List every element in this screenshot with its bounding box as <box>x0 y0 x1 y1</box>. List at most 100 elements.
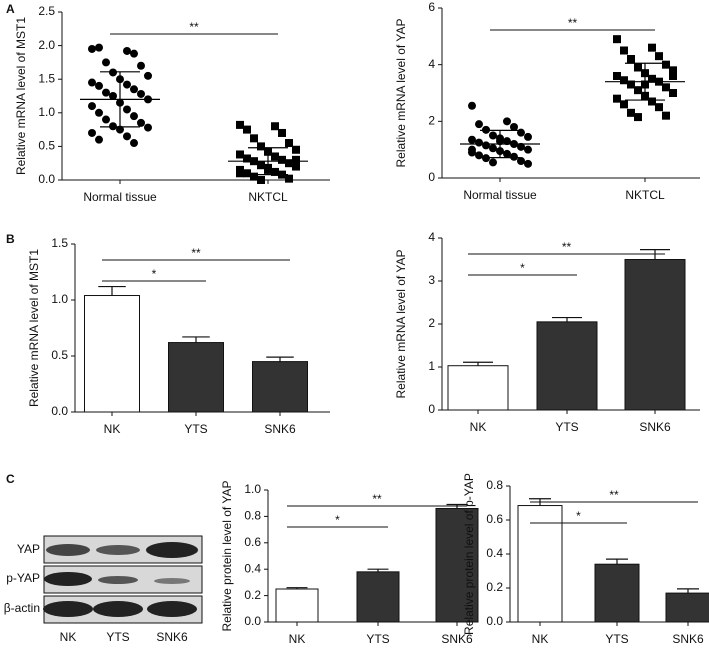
y-tick-label: 2 <box>428 316 435 330</box>
y-tick-label: 1 <box>428 359 435 373</box>
data-point <box>278 155 286 164</box>
bar <box>624 259 686 411</box>
x-tick-label: NK <box>470 420 487 434</box>
data-point <box>468 145 476 154</box>
blot-band <box>154 578 190 584</box>
x-tick-label: SNK6 <box>441 632 473 646</box>
blot-band <box>147 601 197 617</box>
y-tick-label: 0.5 <box>51 348 68 362</box>
data-point <box>292 145 300 154</box>
bar <box>252 361 308 413</box>
x-tick-label: NKTCL <box>248 190 288 204</box>
data-point <box>613 72 621 80</box>
data-point <box>662 83 670 92</box>
data-point <box>482 141 490 150</box>
bar <box>275 588 319 623</box>
x-tick-label: NK <box>289 632 306 646</box>
y-tick-label: 6 <box>428 0 435 14</box>
error-bar <box>266 356 294 362</box>
data-point <box>130 49 138 58</box>
significance-label: * <box>152 267 157 281</box>
y-tick-label: 1.5 <box>38 71 55 85</box>
data-point <box>620 46 628 55</box>
data-point <box>669 66 677 75</box>
data-point <box>257 142 265 151</box>
data-point <box>130 112 138 121</box>
data-point <box>95 135 103 144</box>
y-tick-label: 1.0 <box>38 105 55 119</box>
x-tick-label: SNK6 <box>639 420 671 434</box>
data-point <box>655 52 663 61</box>
panel-label: B <box>6 232 15 246</box>
y-axis-label: Relative protein level of YAP <box>220 481 234 632</box>
data-point <box>524 145 532 154</box>
blot-band <box>44 572 92 586</box>
data-point <box>137 89 145 98</box>
chart-panel: 0.0 0.5 1.0 1.5 2.0 2.5 Relative mRNA level of… <box>14 4 330 204</box>
data-point <box>634 113 642 122</box>
data-point <box>250 134 258 143</box>
data-point <box>655 103 663 112</box>
y-tick-label: 0.6 <box>244 535 261 549</box>
data-point <box>285 159 293 168</box>
significance-label: ** <box>568 16 578 30</box>
sd-bar <box>248 147 288 176</box>
data-point <box>271 152 279 161</box>
bar <box>536 321 598 411</box>
x-tick-label: Normal tissue <box>463 188 537 202</box>
data-point <box>524 132 532 141</box>
data-point <box>116 125 124 134</box>
data-point <box>662 111 670 120</box>
blot-lane-label: SNK6 <box>156 630 188 644</box>
y-tick-label: 2.5 <box>38 4 55 18</box>
data-point <box>489 144 497 153</box>
chart-panel: 0.0 0.2 0.4 0.6 0.8 1.0 Relative protein level… <box>220 481 479 646</box>
y-tick-label: 0.0 <box>38 172 55 186</box>
data-point <box>503 149 511 158</box>
significance-label: ** <box>609 488 619 502</box>
data-point <box>475 138 483 147</box>
data-point <box>489 158 497 167</box>
y-axis-label: Relative mRNA level of YAP <box>394 19 408 168</box>
sd-bar <box>480 129 520 159</box>
data-point <box>489 131 497 140</box>
chart-panel: 0 2 4 6 Relative mRNA level of YAP Normal tis… <box>394 0 700 202</box>
y-tick-label: 0.4 <box>486 546 503 560</box>
data-point <box>236 120 244 129</box>
y-tick-label: 4 <box>428 57 435 71</box>
significance-label: * <box>335 513 340 527</box>
data-point <box>123 80 131 89</box>
data-point <box>236 150 244 159</box>
blot-row-label: p-YAP <box>6 571 40 585</box>
y-tick-label: 2 <box>428 114 435 128</box>
y-axis-label: Relative protein level of p-YAP <box>462 473 476 635</box>
data-point <box>627 108 635 117</box>
bar <box>435 507 479 623</box>
data-point <box>109 68 117 77</box>
data-point <box>130 139 138 148</box>
y-tick-label: 0 <box>428 402 435 416</box>
bar <box>447 365 509 411</box>
data-point <box>648 97 656 106</box>
chart-panel: 0 1 2 3 4 Relative mRNA level of YAP NK YTS SNK6… <box>394 230 700 434</box>
data-point <box>669 89 677 97</box>
data-point <box>510 123 518 131</box>
y-tick-label: 1.5 <box>51 236 68 250</box>
significance-label: ** <box>189 20 199 34</box>
blot-lane-label: NK <box>60 630 77 644</box>
y-axis-label: Relative mRNA level of YAP <box>394 250 408 399</box>
data-point <box>243 154 251 163</box>
data-point <box>503 117 511 126</box>
chart-panel: 0.0 0.2 0.4 0.6 0.8 Relative protein level of… <box>462 473 709 646</box>
error-bar <box>677 588 699 594</box>
x-tick-label: NK <box>104 422 121 436</box>
data-point <box>123 105 131 114</box>
error-bar <box>640 249 670 260</box>
data-point <box>95 81 103 90</box>
blot-band <box>46 544 90 556</box>
x-tick-label: YTS <box>184 422 207 436</box>
y-tick-label: 1.0 <box>51 292 68 306</box>
data-point <box>88 102 96 111</box>
data-point <box>669 72 677 80</box>
x-tick-label: NK <box>532 632 549 646</box>
